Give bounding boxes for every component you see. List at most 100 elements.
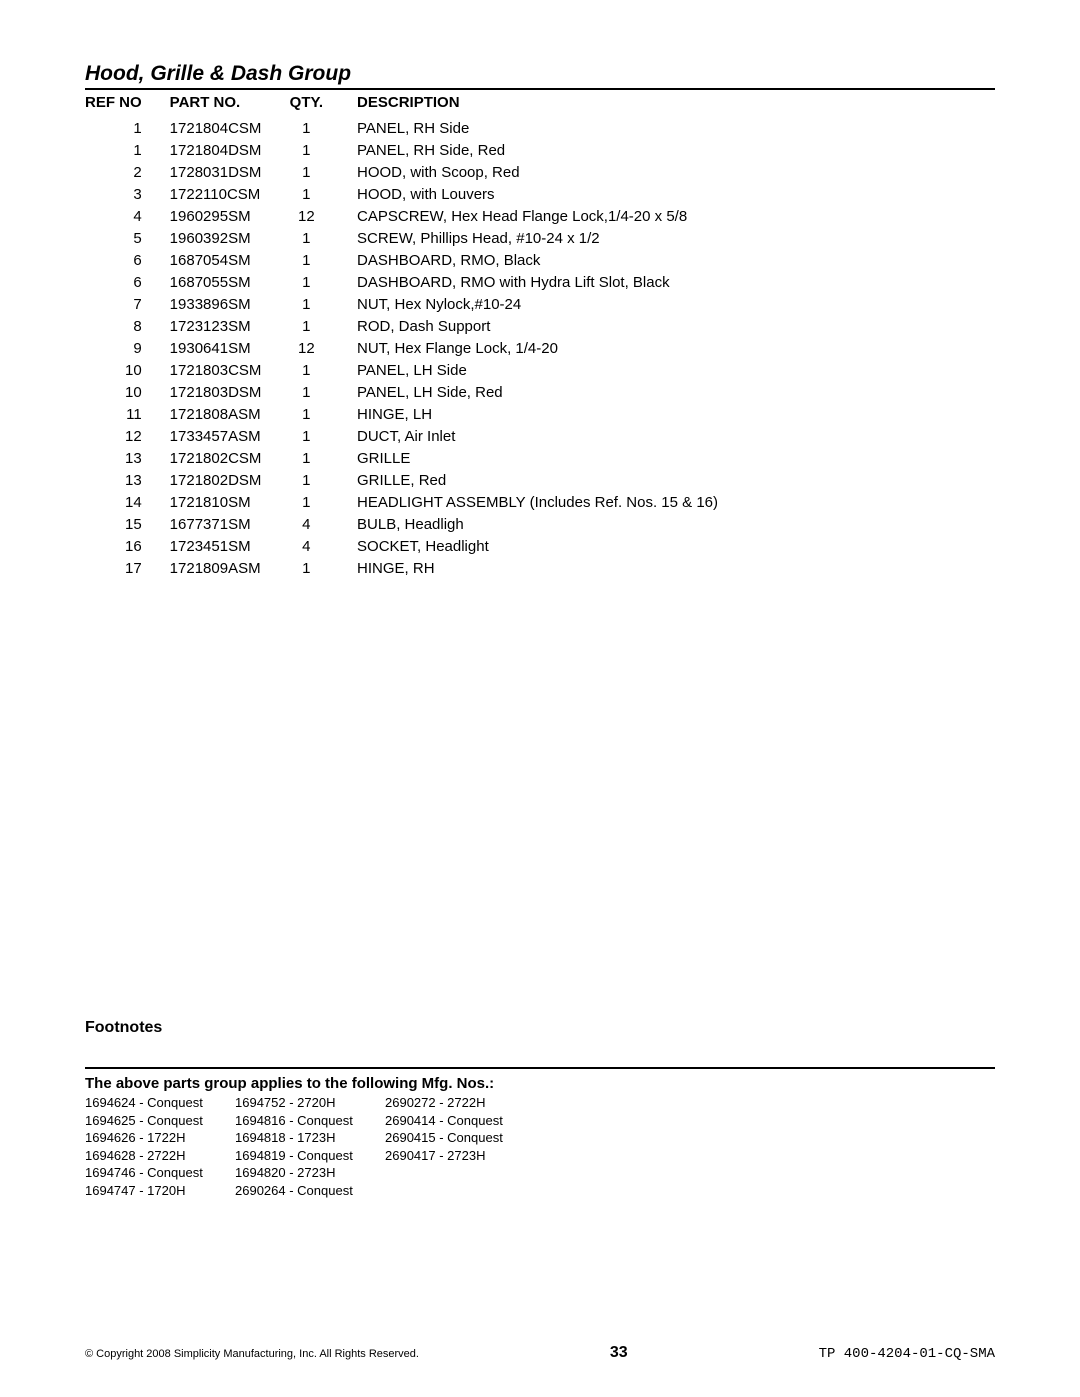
cell-qty: 1 (290, 403, 357, 425)
cell-ref: 10 (85, 381, 170, 403)
cell-desc: DASHBOARD, RMO with Hydra Lift Slot, Bla… (357, 271, 995, 293)
mfg-item: 1694624 - Conquest (85, 1094, 235, 1112)
cell-ref: 8 (85, 315, 170, 337)
mfg-item: 1694752 - 2720H (235, 1094, 385, 1112)
mfg-item: 1694818 - 1723H (235, 1129, 385, 1147)
cell-qty: 1 (290, 425, 357, 447)
mfg-col-1: 1694624 - Conquest1694625 - Conquest1694… (85, 1094, 235, 1199)
col-desc: DESCRIPTION (357, 92, 995, 117)
cell-ref: 11 (85, 403, 170, 425)
cell-qty: 1 (290, 469, 357, 491)
col-qty: QTY. (290, 92, 357, 117)
cell-desc: PANEL, RH Side, Red (357, 139, 995, 161)
cell-ref: 5 (85, 227, 170, 249)
cell-part: 1687055SM (170, 271, 290, 293)
table-row: 91930641SM12NUT, Hex Flange Lock, 1/4-20 (85, 337, 995, 359)
table-header-row: REF NO PART NO. QTY. DESCRIPTION (85, 92, 995, 117)
cell-desc: SCREW, Phillips Head, #10-24 x 1/2 (357, 227, 995, 249)
copyright-text: © Copyright 2008 Simplicity Manufacturin… (85, 1348, 419, 1360)
mfg-col-3: 2690272 - 2722H2690414 - Conquest2690415… (385, 1094, 535, 1199)
cell-part: 1721803CSM (170, 359, 290, 381)
table-row: 131721802DSM1GRILLE, Red (85, 469, 995, 491)
cell-desc: ROD, Dash Support (357, 315, 995, 337)
cell-qty: 1 (290, 293, 357, 315)
cell-desc: SOCKET, Headlight (357, 535, 995, 557)
cell-qty: 12 (290, 337, 357, 359)
cell-part: 1687054SM (170, 249, 290, 271)
cell-qty: 1 (290, 227, 357, 249)
table-row: 61687054SM1DASHBOARD, RMO, Black (85, 249, 995, 271)
cell-ref: 13 (85, 447, 170, 469)
page-number: 33 (610, 1344, 628, 1362)
applies-heading: The above parts group applies to the fol… (85, 1075, 995, 1092)
divider-footnotes (85, 1067, 995, 1069)
cell-part: 1733457ASM (170, 425, 290, 447)
cell-qty: 4 (290, 535, 357, 557)
cell-ref: 15 (85, 513, 170, 535)
cell-qty: 1 (290, 117, 357, 139)
table-row: 11721804DSM1PANEL, RH Side, Red (85, 139, 995, 161)
cell-desc: PANEL, RH Side (357, 117, 995, 139)
table-row: 61687055SM1DASHBOARD, RMO with Hydra Lif… (85, 271, 995, 293)
table-row: 111721808ASM1HINGE, LH (85, 403, 995, 425)
cell-part: 1930641SM (170, 337, 290, 359)
mfg-item: 1694816 - Conquest (235, 1112, 385, 1130)
cell-part: 1960392SM (170, 227, 290, 249)
cell-part: 1960295SM (170, 205, 290, 227)
cell-part: 1721804DSM (170, 139, 290, 161)
cell-ref: 7 (85, 293, 170, 315)
cell-ref: 13 (85, 469, 170, 491)
mfg-item: 2690414 - Conquest (385, 1112, 535, 1130)
mfg-col-2: 1694752 - 2720H1694816 - Conquest1694818… (235, 1094, 385, 1199)
cell-desc: NUT, Hex Nylock,#10-24 (357, 293, 995, 315)
mfg-item: 1694819 - Conquest (235, 1147, 385, 1165)
cell-desc: DASHBOARD, RMO, Black (357, 249, 995, 271)
section-title: Hood, Grille & Dash Group (85, 62, 995, 86)
table-row: 101721803CSM1PANEL, LH Side (85, 359, 995, 381)
footnotes-heading: Footnotes (85, 1019, 995, 1037)
cell-qty: 1 (290, 315, 357, 337)
table-row: 161723451SM4SOCKET, Headlight (85, 535, 995, 557)
table-row: 101721803DSM1PANEL, LH Side, Red (85, 381, 995, 403)
cell-qty: 1 (290, 447, 357, 469)
table-row: 141721810SM1HEADLIGHT ASSEMBLY (Includes… (85, 491, 995, 513)
cell-part: 1722110CSM (170, 183, 290, 205)
cell-desc: HEADLIGHT ASSEMBLY (Includes Ref. Nos. 1… (357, 491, 995, 513)
cell-ref: 10 (85, 359, 170, 381)
cell-ref: 6 (85, 249, 170, 271)
cell-desc: NUT, Hex Flange Lock, 1/4-20 (357, 337, 995, 359)
cell-qty: 12 (290, 205, 357, 227)
cell-ref: 16 (85, 535, 170, 557)
cell-desc: PANEL, LH Side, Red (357, 381, 995, 403)
cell-part: 1677371SM (170, 513, 290, 535)
cell-desc: GRILLE (357, 447, 995, 469)
mfg-item: 2690417 - 2723H (385, 1147, 535, 1165)
mfg-item: 2690264 - Conquest (235, 1182, 385, 1200)
cell-ref: 12 (85, 425, 170, 447)
cell-ref: 6 (85, 271, 170, 293)
table-row: 51960392SM1SCREW, Phillips Head, #10-24 … (85, 227, 995, 249)
cell-desc: DUCT, Air Inlet (357, 425, 995, 447)
cell-qty: 1 (290, 271, 357, 293)
table-row: 71933896SM1NUT, Hex Nylock,#10-24 (85, 293, 995, 315)
cell-part: 1721809ASM (170, 557, 290, 579)
cell-part: 1721808ASM (170, 403, 290, 425)
cell-qty: 1 (290, 359, 357, 381)
page-footer: © Copyright 2008 Simplicity Manufacturin… (85, 1344, 995, 1362)
cell-ref: 3 (85, 183, 170, 205)
cell-part: 1721802CSM (170, 447, 290, 469)
mfg-item: 1694747 - 1720H (85, 1182, 235, 1200)
cell-desc: GRILLE, Red (357, 469, 995, 491)
mfg-item: 1694820 - 2723H (235, 1164, 385, 1182)
parts-table: REF NO PART NO. QTY. DESCRIPTION 1172180… (85, 92, 995, 579)
cell-qty: 1 (290, 491, 357, 513)
cell-qty: 1 (290, 249, 357, 271)
cell-desc: HINGE, RH (357, 557, 995, 579)
cell-desc: PANEL, LH Side (357, 359, 995, 381)
cell-qty: 4 (290, 513, 357, 535)
footnotes-block: Footnotes The above parts group applies … (85, 1015, 995, 1199)
cell-part: 1721810SM (170, 491, 290, 513)
cell-part: 1728031DSM (170, 161, 290, 183)
table-row: 151677371SM4BULB, Headligh (85, 513, 995, 535)
cell-ref: 14 (85, 491, 170, 513)
